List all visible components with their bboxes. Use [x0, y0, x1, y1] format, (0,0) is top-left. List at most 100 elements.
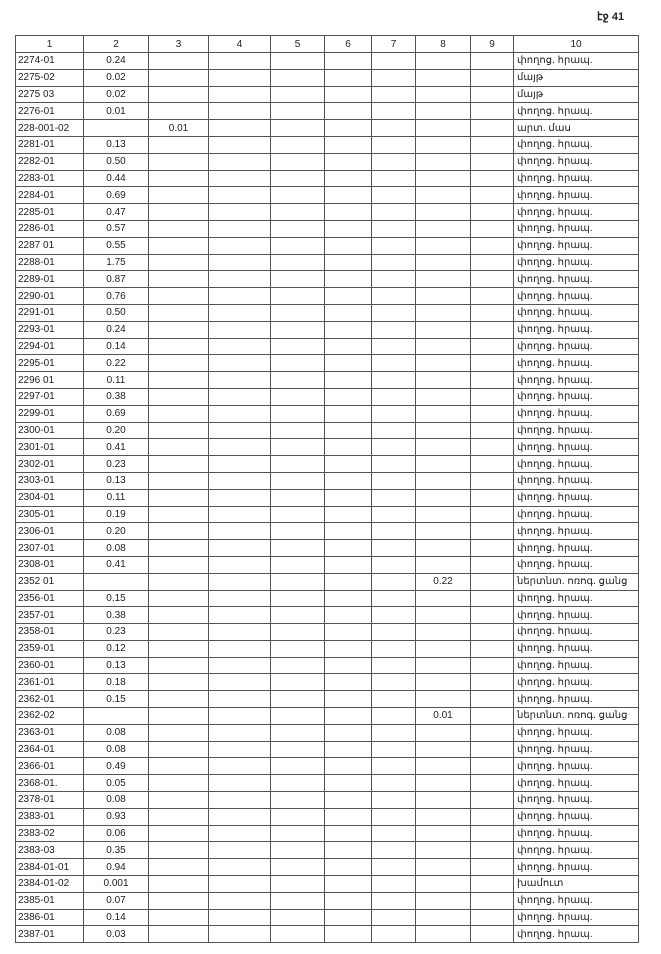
cell-col-9 — [470, 858, 514, 877]
cell-col-6 — [324, 723, 372, 742]
cell-col-4 — [208, 354, 271, 373]
cell-col-7 — [371, 673, 416, 692]
cell-col-8 — [415, 774, 471, 793]
cell-col-2: 0.57 — [83, 219, 149, 238]
table-row: 2384-01-02 0.001 խամուտ — [15, 875, 639, 893]
cell-col-1: 2361-01 — [15, 673, 84, 692]
table-row: 2385-01 0.07 փողոց. հրապ. — [15, 891, 639, 910]
cell-col-10: փողոց. հրապ. — [513, 337, 639, 356]
table-row: 2294-01 0.14 փողոց. հրապ. — [15, 337, 639, 356]
cell-col-6 — [324, 807, 372, 826]
cell-col-5 — [270, 807, 325, 826]
cell-col-6 — [324, 404, 372, 423]
cell-col-4 — [208, 303, 271, 322]
table-row: 2356-01 0.15 փողոց. հրապ. — [15, 589, 639, 608]
cell-col-10: մայթ — [513, 68, 639, 87]
cell-col-9 — [470, 891, 514, 910]
table-row: 2359-01 0.12 փողոց. հրապ. — [15, 639, 639, 658]
cell-col-6 — [324, 875, 372, 893]
cell-col-3 — [148, 52, 209, 70]
cell-col-4 — [208, 522, 271, 541]
cell-col-7 — [371, 186, 416, 205]
cell-col-5 — [270, 690, 325, 709]
cell-col-9 — [470, 791, 514, 809]
cell-col-7 — [371, 219, 416, 238]
cell-col-3 — [148, 925, 209, 944]
cell-col-7 — [371, 740, 416, 759]
cell-col-1: 2362-01 — [15, 690, 84, 709]
cell-col-6 — [324, 757, 372, 776]
cell-col-10: փողոց. հրապ. — [513, 639, 639, 658]
cell-col-1: 2289-01 — [15, 270, 84, 289]
cell-col-1: 2297-01 — [15, 387, 84, 406]
cell-col-1: 2282-01 — [15, 152, 84, 171]
cell-col-4 — [208, 841, 271, 860]
cell-col-7 — [371, 85, 416, 104]
cell-col-8: 0.01 — [415, 707, 471, 725]
cell-col-6 — [324, 488, 372, 507]
cell-col-6 — [324, 253, 372, 272]
table-row: 2383-01 0.93 փողոց. հրապ. — [15, 807, 639, 826]
cell-col-6 — [324, 505, 372, 524]
cell-col-4 — [208, 236, 271, 255]
cell-col-5 — [270, 135, 325, 154]
cell-col-5 — [270, 623, 325, 641]
cell-col-7 — [371, 791, 416, 809]
cell-col-1: 2383-01 — [15, 807, 84, 826]
table-row: 2386-01 0.14 փողոց. հրապ. — [15, 908, 639, 927]
table-row: 2362-02 0.01 ներտնտ. ոռոգ. ցանց — [15, 707, 639, 725]
cell-col-1: 2287 01 — [15, 236, 84, 255]
table-row: 2275 03 0.02 մայթ — [15, 85, 639, 104]
cell-col-10: փողոց. հրապ. — [513, 774, 639, 793]
cell-col-3 — [148, 824, 209, 843]
cell-col-2: 0.76 — [83, 287, 149, 305]
column-header-3: 3 — [148, 35, 209, 53]
cell-col-8 — [415, 740, 471, 759]
cell-col-9 — [470, 253, 514, 272]
cell-col-10: փողոց. հրապ. — [513, 807, 639, 826]
cell-col-3 — [148, 354, 209, 373]
column-header-7: 7 — [371, 35, 416, 53]
cell-col-9 — [470, 85, 514, 104]
cell-col-1: 2368-01. — [15, 774, 84, 793]
cell-col-3 — [148, 606, 209, 625]
cell-col-6 — [324, 52, 372, 70]
cell-col-8 — [415, 891, 471, 910]
cell-col-7 — [371, 707, 416, 725]
cell-col-4 — [208, 875, 271, 893]
cell-col-4 — [208, 471, 271, 490]
cell-col-8 — [415, 639, 471, 658]
cell-col-4 — [208, 287, 271, 305]
cell-col-8 — [415, 539, 471, 557]
cell-col-5 — [270, 119, 325, 137]
cell-col-8 — [415, 723, 471, 742]
cell-col-8 — [415, 673, 471, 692]
cell-col-2: 0.22 — [83, 354, 149, 373]
cell-col-3 — [148, 539, 209, 557]
cell-col-5 — [270, 471, 325, 490]
cell-col-2: 0.001 — [83, 875, 149, 893]
cell-col-7 — [371, 757, 416, 776]
cell-col-1: 2284-01 — [15, 186, 84, 205]
cell-col-1: 2378-01 — [15, 791, 84, 809]
cell-col-4 — [208, 219, 271, 238]
cell-col-9 — [470, 908, 514, 927]
cell-col-10: փողոց. հրապ. — [513, 354, 639, 373]
cell-col-7 — [371, 723, 416, 742]
cell-col-5 — [270, 572, 325, 591]
cell-col-9 — [470, 841, 514, 860]
cell-col-9 — [470, 270, 514, 289]
cell-col-2: 0.13 — [83, 471, 149, 490]
cell-col-10: փողոց. հրապ. — [513, 219, 639, 238]
cell-col-9 — [470, 623, 514, 641]
cell-col-5 — [270, 774, 325, 793]
cell-col-10: մայթ — [513, 85, 639, 104]
cell-col-3 — [148, 421, 209, 440]
cell-col-4 — [208, 791, 271, 809]
cell-col-8 — [415, 203, 471, 221]
cell-col-6 — [324, 891, 372, 910]
cell-col-6 — [324, 68, 372, 87]
table-row: 2296 01 0.11 փողոց. հրապ. — [15, 371, 639, 389]
cell-col-3 — [148, 858, 209, 877]
cell-col-1: 2363-01 — [15, 723, 84, 742]
